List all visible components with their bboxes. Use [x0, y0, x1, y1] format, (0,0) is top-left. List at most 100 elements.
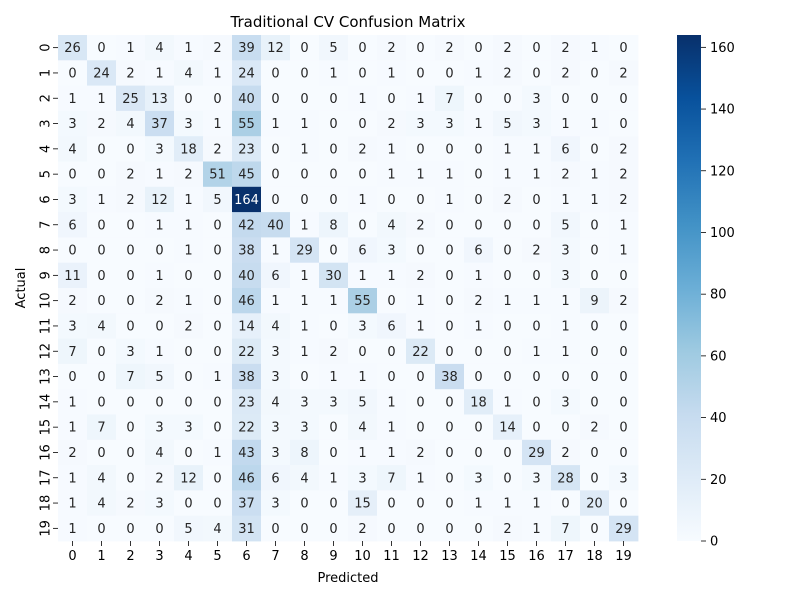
heatmap-cell [261, 35, 291, 61]
heatmap-cell [174, 389, 204, 415]
heatmap-cell [87, 237, 117, 264]
cell-value-label: 0 [358, 345, 366, 360]
cell-value-label: 43 [238, 446, 255, 461]
colorbar-tick-label: 20 [710, 473, 727, 488]
cell-value-label: 1 [474, 269, 482, 284]
cell-value-label: 2 [561, 41, 569, 56]
heatmap-cell [203, 313, 233, 339]
cell-value-label: 0 [387, 345, 395, 360]
heatmap-cell [116, 262, 146, 289]
cell-value-label: 3 [358, 319, 366, 334]
cell-value-label: 5 [561, 218, 569, 233]
cell-value-label: 24 [238, 66, 255, 81]
colorbar-tick-label: 40 [710, 411, 727, 426]
heatmap-cell [609, 136, 639, 162]
heatmap-cell [87, 465, 117, 491]
heatmap-cell [377, 515, 407, 542]
heatmap-cell [290, 363, 320, 390]
cell-value-label: 164 [234, 193, 259, 208]
y-tick-label: 12 [39, 343, 54, 360]
heatmap-cell [580, 414, 610, 441]
cell-value-label: 29 [528, 446, 545, 461]
heatmap-cell [580, 288, 610, 314]
cell-value-label: 0 [445, 66, 453, 81]
heatmap-cell [348, 439, 378, 466]
cell-value-label: 0 [416, 421, 424, 436]
cell-value-label: 1 [155, 345, 163, 360]
heatmap-cell [116, 161, 146, 188]
cell-value-label: 15 [354, 497, 371, 512]
heatmap-cell [522, 186, 552, 213]
heatmap-cell [435, 161, 465, 188]
heatmap-cell [551, 186, 581, 213]
cell-value-label: 4 [97, 471, 105, 486]
cell-value-label: 1 [445, 168, 453, 183]
heatmap-cell [203, 186, 233, 213]
cell-value-label: 46 [238, 471, 255, 486]
heatmap-cell [174, 313, 204, 339]
y-tick-label: 8 [39, 246, 54, 254]
heatmap-cell [232, 338, 262, 365]
cell-value-label: 38 [238, 370, 255, 385]
cell-value-label: 0 [474, 446, 482, 461]
cell-value-label: 0 [213, 471, 221, 486]
cell-value-label: 1 [155, 168, 163, 183]
cell-value-label: 40 [238, 92, 255, 107]
cell-value-label: 2 [329, 345, 337, 360]
heatmap-cell [290, 439, 320, 466]
heatmap-cell [377, 338, 407, 365]
heatmap-cell [580, 110, 610, 137]
heatmap-cell [290, 237, 320, 264]
heatmap-cell [232, 110, 262, 137]
cell-value-label: 1 [503, 294, 511, 309]
heatmap-cell [348, 212, 378, 238]
cell-value-label: 1 [503, 497, 511, 512]
heatmap-cell [435, 35, 465, 61]
cell-value-label: 40 [267, 218, 284, 233]
heatmap-cell [348, 515, 378, 542]
heatmap-cell [580, 515, 610, 542]
heatmap-cell [58, 338, 88, 365]
heatmap-cell [319, 110, 349, 137]
heatmap-cell [232, 439, 262, 466]
heatmap-cell [580, 136, 610, 162]
cell-value-label: 2 [503, 522, 511, 537]
cell-value-label: 18 [180, 142, 197, 157]
heatmap-cell [551, 389, 581, 415]
cell-value-label: 1 [532, 142, 540, 157]
heatmap-cell [116, 465, 146, 491]
y-tick-label: 6 [39, 195, 54, 203]
heatmap-cell [522, 338, 552, 365]
cell-value-label: 0 [213, 421, 221, 436]
heatmap-cell [464, 288, 494, 314]
heatmap-cell [464, 186, 494, 213]
heatmap-cell [348, 338, 378, 365]
heatmap-cell [116, 288, 146, 314]
cell-value-label: 0 [358, 168, 366, 183]
cell-value-label: 0 [503, 345, 511, 360]
cell-value-label: 0 [126, 142, 134, 157]
cell-value-label: 1 [155, 218, 163, 233]
y-tick-label: 0 [39, 44, 54, 52]
heatmap-cell [58, 313, 88, 339]
heatmap-cell [522, 136, 552, 162]
colorbar-tick-label: 140 [710, 103, 735, 118]
heatmap-cell [261, 186, 291, 213]
heatmap-cell [116, 363, 146, 390]
cell-value-label: 0 [416, 66, 424, 81]
cell-value-label: 2 [387, 41, 395, 56]
cell-value-label: 9 [590, 294, 598, 309]
heatmap-cell [58, 490, 88, 517]
heatmap-cell [116, 515, 146, 542]
heatmap-cell [493, 85, 523, 112]
cell-value-label: 5 [184, 522, 192, 537]
cell-value-label: 1 [387, 142, 395, 157]
y-tick-label: 1 [39, 69, 54, 77]
heatmap-cell [174, 288, 204, 314]
heatmap-cell [203, 85, 233, 112]
heatmap-cell [174, 490, 204, 517]
cell-value-label: 1 [213, 66, 221, 81]
heatmap-cell [377, 110, 407, 137]
heatmap-cell [203, 136, 233, 162]
